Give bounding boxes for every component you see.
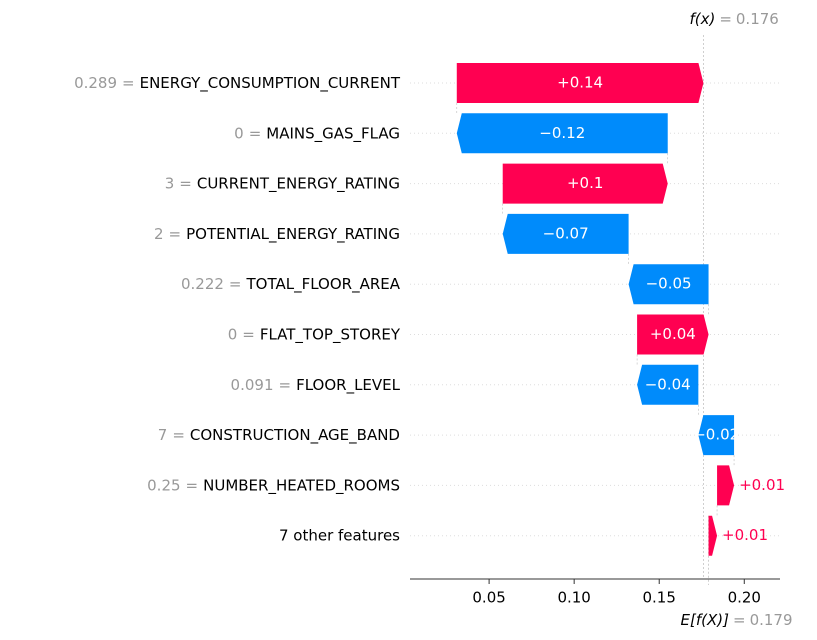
feature-label: 2 = POTENTIAL_ENERGY_RATING	[154, 224, 400, 243]
value-label: −0.04	[645, 375, 691, 393]
base-annotation: E[f(X)] = 0.179	[681, 611, 793, 629]
x-tick-label: 0.20	[728, 589, 761, 607]
feature-name: TOTAL_FLOOR_AREA	[246, 275, 401, 294]
value-label: −0.12	[539, 124, 585, 142]
value-label: +0.01	[739, 476, 785, 494]
bar	[717, 465, 735, 506]
feature-name: ENERGY_CONSUMPTION_CURRENT	[140, 74, 401, 93]
bar	[456, 113, 668, 154]
feature-name: FLAT_TOP_STOREY	[260, 325, 401, 344]
feature-name: POTENTIAL_ENERGY_RATING	[186, 224, 400, 243]
feature-value: 0	[234, 124, 244, 142]
bar	[637, 314, 709, 355]
feature-value: 0.222	[181, 275, 224, 293]
bar	[502, 163, 668, 204]
feature-label: 0 = MAINS_GAS_FLAG	[234, 124, 400, 143]
equals: =	[249, 124, 262, 142]
feature-label: 0.25 = NUMBER_HEATED_ROOMS	[147, 476, 400, 495]
bar	[637, 364, 699, 405]
feature-name: CONSTRUCTION_AGE_BAND	[190, 426, 400, 445]
bar	[628, 264, 709, 305]
feature-name: MAINS_GAS_FLAG	[266, 124, 400, 143]
feature-label: 7 = CONSTRUCTION_AGE_BAND	[158, 426, 400, 445]
base-label: E[f(X)]	[681, 611, 730, 629]
bar	[502, 213, 629, 254]
feature-value: 0.091	[231, 375, 274, 393]
feature-label: 0.091 = FLOOR_LEVEL	[231, 375, 401, 394]
value-label: −0.07	[543, 224, 589, 242]
feature-label: 0.222 = TOTAL_FLOOR_AREA	[181, 275, 401, 294]
bar	[456, 63, 704, 103]
feature-value: 7	[158, 426, 168, 444]
bar	[698, 415, 735, 456]
feature-label: 0 = FLAT_TOP_STOREY	[228, 325, 401, 344]
feature-label: 3 = CURRENT_ENERGY_RATING	[165, 174, 400, 193]
feature-value: 0.25	[147, 476, 180, 494]
x-tick-label: 0.05	[472, 589, 505, 607]
equals: =	[186, 476, 199, 494]
feature-name: FLOOR_LEVEL	[296, 375, 401, 394]
value-label: +0.1	[567, 174, 603, 192]
value-label: +0.01	[722, 526, 768, 544]
equals: =	[733, 611, 746, 629]
feature-value: 3	[165, 174, 175, 192]
fx-label: f(x)	[689, 10, 715, 28]
x-tick-label: 0.10	[557, 589, 590, 607]
feature-value: 2	[154, 224, 164, 242]
fx-annotation: f(x) = 0.176	[689, 10, 778, 28]
feature-label: 7 other features	[279, 526, 400, 544]
equals: =	[122, 74, 135, 92]
bar	[708, 515, 718, 556]
x-tick-label: 0.15	[643, 589, 676, 607]
equals: =	[242, 325, 255, 343]
base-value: 0.179	[750, 611, 793, 629]
value-label: −0.02	[693, 426, 739, 444]
equals: =	[172, 426, 185, 444]
feature-value: 0	[228, 325, 238, 343]
feature-name: NUMBER_HEATED_ROOMS	[203, 476, 400, 495]
equals: =	[169, 224, 182, 242]
equals: =	[719, 10, 732, 28]
equals: =	[229, 275, 242, 293]
value-label: −0.05	[646, 275, 692, 293]
value-label: +0.04	[650, 325, 696, 343]
feature-label: 0.289 = ENERGY_CONSUMPTION_CURRENT	[74, 74, 401, 93]
feature-name: CURRENT_ENERGY_RATING	[197, 174, 400, 193]
value-label: +0.14	[557, 74, 603, 92]
equals: =	[179, 174, 192, 192]
feature-name: 7 other features	[279, 526, 400, 544]
feature-value: 0.289	[74, 74, 117, 92]
equals: =	[279, 375, 292, 393]
fx-value: 0.176	[736, 10, 779, 28]
